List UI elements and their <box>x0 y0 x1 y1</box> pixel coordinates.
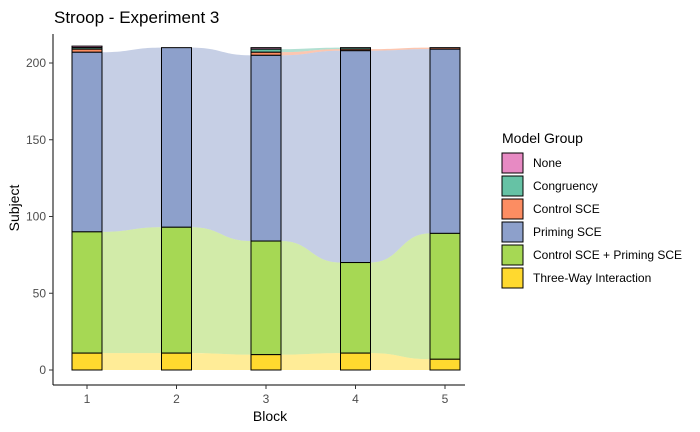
legend-key-control-sce <box>501 198 524 220</box>
x-tick-label-4: 4 <box>352 392 359 406</box>
y-tick-label-0: 0 <box>39 363 46 377</box>
axes-layer: 0 50 100 150 200 1 2 3 4 5 <box>26 34 465 406</box>
legend-label-control-sce: Control SCE <box>533 202 600 216</box>
chart-title: Stroop - Experiment 3 <box>54 8 219 27</box>
bar-control-sce-priming-sce-block-5 <box>429 232 461 360</box>
flow-three-way-interaction-block-1-to-2 <box>102 353 162 370</box>
bar-control-sce-priming-sce-block-4 <box>340 262 371 354</box>
bar-three-way-interaction-block-1 <box>71 352 103 371</box>
legend-label-priming-sce: Priming SCE <box>533 225 602 239</box>
legend-label-control-sce-priming-sce: Control SCE + Priming SCE <box>533 248 682 262</box>
legend-key-congruency <box>501 175 524 197</box>
flow-control-sce-block-3-to-4 <box>281 49 341 56</box>
flow-control-sce-priming-sce-block-2-to-3 <box>191 227 251 355</box>
y-tick-label-50: 50 <box>33 286 47 300</box>
flow-control-sce-block-4-to-5 <box>370 47 430 51</box>
bar-priming-sce-block-3 <box>250 54 282 242</box>
bar-priming-sce-block-1 <box>71 51 103 233</box>
flow-three-way-interaction-block-2-to-3 <box>191 353 251 370</box>
bar-priming-sce-block-5 <box>429 48 461 234</box>
bar-control-sce-priming-sce-block-3 <box>250 240 282 356</box>
x-tick-label-2: 2 <box>173 392 180 406</box>
flow-priming-sce-block-4-to-5 <box>370 49 430 263</box>
x-axis-title: Block <box>253 408 288 424</box>
bar-three-way-interaction-block-4 <box>340 352 371 371</box>
legend: Model Group None Congruency Control SCE Pri… <box>501 130 682 289</box>
legend-key-none <box>501 152 524 174</box>
legend-title: Model Group <box>502 130 583 146</box>
legend-label-none: None <box>533 156 562 170</box>
y-tick-label-100: 100 <box>26 210 46 224</box>
flow-three-way-interaction-block-4-to-5 <box>370 353 430 370</box>
bar-control-sce-priming-sce-block-1 <box>71 231 103 354</box>
bar-three-way-interaction-block-2 <box>161 352 192 371</box>
legend-key-priming-sce <box>501 221 524 243</box>
bar-three-way-interaction-block-3 <box>250 354 282 371</box>
bars-layer <box>71 45 461 371</box>
x-tick-label-5: 5 <box>442 392 449 406</box>
legend-key-control-sce-priming-sce <box>501 244 524 266</box>
flow-priming-sce-block-3-to-4 <box>281 50 341 263</box>
flow-control-sce-priming-sce-block-1-to-2 <box>102 227 162 354</box>
bar-three-way-interaction-block-5 <box>429 358 461 371</box>
legend-label-three-way-interaction: Three-Way Interaction <box>533 271 651 285</box>
bar-priming-sce-block-4 <box>340 50 371 264</box>
flow-priming-sce-block-1-to-2 <box>102 47 162 232</box>
flow-control-sce-priming-sce-block-3-to-4 <box>281 241 341 355</box>
x-tick-label-3: 3 <box>263 392 270 406</box>
flow-three-way-interaction-block-3-to-4 <box>281 353 341 370</box>
legend-key-three-way-interaction <box>501 267 524 289</box>
x-tick-label-1: 1 <box>84 392 91 406</box>
flow-congruency-block-3-to-4 <box>281 47 341 53</box>
flow-control-sce-priming-sce-block-4-to-5 <box>370 233 430 360</box>
bar-priming-sce-block-2 <box>161 47 192 228</box>
y-tick-label-150: 150 <box>26 133 46 147</box>
flows-layer <box>102 47 430 370</box>
flow-priming-sce-block-2-to-3 <box>191 47 251 242</box>
y-tick-label-200: 200 <box>26 56 46 70</box>
y-axis-title: Subject <box>6 185 22 232</box>
legend-label-congruency: Congruency <box>533 179 598 193</box>
bar-control-sce-priming-sce-block-2 <box>161 226 192 354</box>
